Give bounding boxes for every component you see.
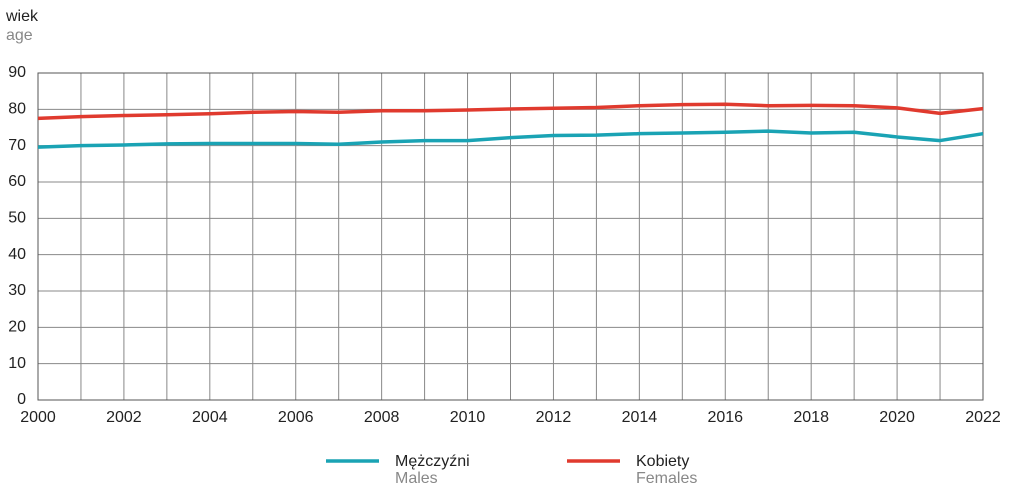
- line: [37, 129, 984, 149]
- x-tick-label: 2012: [536, 409, 572, 426]
- y-tick-label: 30: [8, 282, 26, 299]
- y-tick-label: 10: [8, 355, 26, 372]
- legend-label-en: Females: [636, 470, 697, 487]
- x-tick-label: 2002: [106, 409, 142, 426]
- x-tick-label: 2014: [622, 409, 658, 426]
- y-tick-label: 0: [17, 391, 26, 408]
- legend-label: Kobiety: [636, 453, 689, 470]
- y-tick-label: 80: [8, 101, 26, 118]
- line: [37, 102, 984, 121]
- y-axis-label: wiek: [5, 8, 39, 25]
- x-tick-label: 2006: [278, 409, 314, 426]
- x-tick-label: 2000: [20, 409, 56, 426]
- x-tick-label: 2010: [450, 409, 486, 426]
- x-tick-label: 2004: [192, 409, 228, 426]
- x-tick-label: 2008: [364, 409, 400, 426]
- x-tick-label: 2022: [965, 409, 1001, 426]
- plot-frame: [37, 72, 984, 401]
- legend-label-en: Males: [395, 470, 438, 487]
- y-tick-label: 50: [8, 210, 26, 227]
- y-tick-label: 20: [8, 319, 26, 336]
- x-tick-label: 2020: [879, 409, 915, 426]
- y-tick-label: 90: [8, 64, 26, 81]
- x-tick-label: 2018: [793, 409, 829, 426]
- y-axis-label-en: age: [6, 27, 33, 44]
- y-tick-label: 70: [8, 137, 26, 154]
- y-tick-label: 40: [8, 246, 26, 263]
- legend-label: Mężczyźni: [395, 453, 470, 470]
- y-tick-label: 60: [8, 173, 26, 190]
- x-tick-label: 2016: [707, 409, 743, 426]
